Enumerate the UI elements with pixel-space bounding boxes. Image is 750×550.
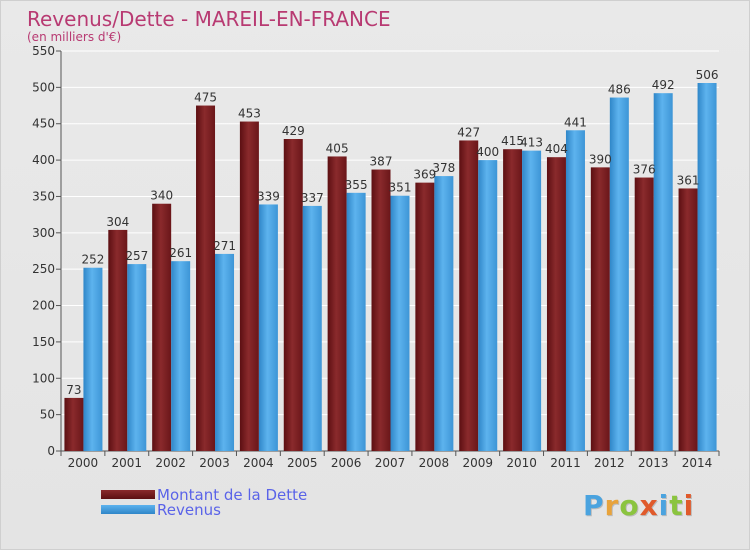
value-label-dette-2014: 361 [677,173,700,187]
bar-dette-2012 [590,167,610,451]
value-label-revenus-2004: 339 [257,189,280,203]
x-tick-label-2000: 2000 [68,456,99,470]
chart-subtitle: (en milliers d'€) [27,30,122,44]
chart-title: Revenus/Dette - MAREIL-EN-FRANCE [27,7,391,31]
bar-dette-2001 [108,229,128,451]
value-label-dette-2003: 475 [194,91,217,105]
value-label-revenus-2010: 413 [520,136,543,150]
x-tick-label-2008: 2008 [419,456,450,470]
y-tick-label: 0 [47,444,55,458]
value-label-revenus-2009: 400 [476,145,499,159]
legend-swatch-revenus [101,505,155,514]
value-labels: 73 252 304 257 340 261 475 271 453 339 429 337 405 35… [66,68,718,397]
y-tick-label: 50 [40,408,55,422]
bar-revenus-2001 [127,264,147,451]
bar-revenus-2003 [215,253,235,451]
x-tick-label-2002: 2002 [155,456,186,470]
value-label-dette-2005: 429 [282,124,305,138]
y-tick-label: 100 [32,371,55,385]
x-tick-label-2006: 2006 [331,456,362,470]
bar-dette-2008 [415,182,435,452]
legend-label-revenus: Revenus [157,501,221,519]
value-label-dette-2013: 376 [633,163,656,177]
value-label-dette-2004: 453 [238,107,261,121]
bar-revenus-2009 [478,160,498,451]
legend-label-dette: Montant de la Dette [157,486,308,504]
y-tick-label: 450 [32,117,55,131]
x-tick-label-2003: 2003 [199,456,230,470]
x-tick-label-2012: 2012 [594,456,625,470]
bar-revenus-2012 [609,97,629,451]
value-label-dette-2002: 340 [150,189,173,203]
bar-dette-2003 [196,105,216,451]
x-tick-label-2009: 2009 [462,456,493,470]
y-tick-label: 500 [32,80,55,94]
y-tick-label: 150 [32,335,55,349]
y-tick-label: 550 [32,44,55,58]
bar-revenus-2008 [434,176,454,451]
value-label-dette-2009: 427 [457,125,480,139]
x-tick-label-2001: 2001 [112,456,143,470]
legend-swatch-dette [101,490,155,499]
bar-dette-2011 [546,157,566,451]
bar-revenus-2013 [653,93,673,451]
bar-dette-2006 [327,156,347,452]
value-label-revenus-2014: 506 [696,68,719,82]
y-tick-label: 300 [32,226,55,240]
bar-revenus-2005 [302,205,322,451]
axes: 0 50 100 150 200 250 300 350 400 450 500 550 2000 200… [32,44,720,470]
bar-revenus-2004 [258,204,278,451]
value-label-dette-2001: 304 [106,215,129,229]
bar-revenus-2007 [390,195,410,451]
value-label-revenus-2006: 355 [345,178,368,192]
x-tick-label-2007: 2007 [375,456,406,470]
value-label-revenus-2012: 486 [608,83,631,97]
y-tick-label: 250 [32,262,55,276]
bar-dette-2005 [283,139,303,451]
bar-dette-2004 [239,121,259,451]
x-tick-label-2011: 2011 [550,456,581,470]
x-tick-label-2013: 2013 [638,456,669,470]
bar-revenus-2011 [565,130,585,452]
y-tick-label: 400 [32,153,55,167]
value-label-revenus-2008: 378 [432,161,455,175]
bar-revenus-2006 [346,192,366,451]
bar-dette-2002 [152,203,172,451]
bar-revenus-2002 [171,261,191,451]
bar-revenus-2000 [83,267,103,451]
value-label-revenus-2001: 257 [125,249,148,263]
value-label-revenus-2011: 441 [564,115,587,129]
value-label-revenus-2000: 252 [81,253,104,267]
bars [64,83,717,452]
y-tick-label: 350 [32,189,55,203]
bar-dette-2007 [371,169,391,451]
value-label-revenus-2013: 492 [652,78,675,92]
y-tick-label: 200 [32,299,55,313]
bar-dette-2014 [678,188,698,452]
value-label-dette-2008: 369 [413,168,436,182]
x-tick-label-2010: 2010 [506,456,537,470]
value-label-revenus-2007: 351 [389,181,412,195]
bar-dette-2009 [459,140,479,452]
x-tick-label-2005: 2005 [287,456,318,470]
bar-dette-2013 [634,177,654,451]
value-label-revenus-2003: 271 [213,239,236,253]
x-tick-label-2014: 2014 [682,456,713,470]
value-label-dette-2010: 415 [501,134,524,148]
proxiti-logo: Proxiti [583,489,695,522]
bar-revenus-2010 [522,150,542,452]
bar-dette-2000 [64,397,84,451]
bar-revenus-2014 [697,83,717,451]
value-label-dette-2000: 73 [66,383,81,397]
value-label-revenus-2002: 261 [169,246,192,260]
value-label-revenus-2005: 337 [301,191,324,205]
value-label-dette-2006: 405 [326,141,349,155]
value-label-dette-2007: 387 [370,155,393,169]
value-label-dette-2011: 404 [545,142,568,156]
bar-dette-2010 [503,149,523,451]
x-tick-label-2004: 2004 [243,456,274,470]
value-label-dette-2012: 390 [589,152,612,166]
